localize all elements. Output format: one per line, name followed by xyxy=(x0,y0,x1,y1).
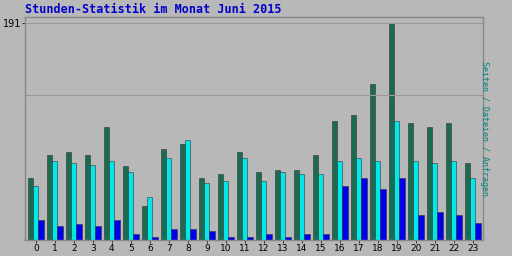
Bar xyxy=(408,123,413,240)
Bar xyxy=(228,237,234,240)
Bar xyxy=(351,115,356,240)
Bar xyxy=(451,161,456,240)
Bar xyxy=(85,155,90,240)
Bar xyxy=(38,220,44,240)
Bar xyxy=(470,178,476,240)
Bar xyxy=(71,163,76,240)
Bar xyxy=(147,197,153,240)
Bar xyxy=(185,140,190,240)
Bar xyxy=(275,170,280,240)
Bar xyxy=(343,186,348,240)
Bar xyxy=(66,152,71,240)
Bar xyxy=(294,170,299,240)
Bar xyxy=(280,172,285,240)
Bar xyxy=(28,178,33,240)
Bar xyxy=(370,83,375,240)
Bar xyxy=(47,155,52,240)
Bar xyxy=(318,174,324,240)
Bar xyxy=(380,189,386,240)
Bar xyxy=(172,229,177,240)
Bar xyxy=(313,155,318,240)
Bar xyxy=(104,127,109,240)
Bar xyxy=(446,123,451,240)
Bar xyxy=(394,121,399,240)
Bar xyxy=(305,234,310,240)
Bar xyxy=(199,178,204,240)
Bar xyxy=(76,224,82,240)
Bar xyxy=(218,174,223,240)
Bar xyxy=(95,227,101,240)
Bar xyxy=(266,234,272,240)
Bar xyxy=(114,220,120,240)
Bar xyxy=(456,215,462,240)
Bar xyxy=(361,178,367,240)
Text: Stunden-Statistik im Monat Juni 2015: Stunden-Statistik im Monat Juni 2015 xyxy=(25,3,282,16)
Bar xyxy=(413,161,418,240)
Bar xyxy=(52,161,57,240)
Bar xyxy=(247,237,253,240)
Bar xyxy=(204,183,209,240)
Bar xyxy=(57,227,63,240)
Bar xyxy=(261,181,266,240)
Bar xyxy=(299,174,305,240)
Bar xyxy=(375,161,380,240)
Bar xyxy=(190,229,196,240)
Bar xyxy=(324,234,329,240)
Bar xyxy=(153,237,158,240)
Bar xyxy=(161,149,166,240)
Bar xyxy=(476,223,481,240)
Bar xyxy=(332,121,337,240)
Bar xyxy=(134,234,139,240)
Bar xyxy=(166,158,172,240)
Bar xyxy=(418,215,424,240)
Bar xyxy=(432,163,437,240)
Bar xyxy=(123,166,128,240)
Y-axis label: Seiten / Dateien / Anfragen: Seiten / Dateien / Anfragen xyxy=(480,61,489,196)
Bar xyxy=(399,178,404,240)
Bar xyxy=(109,161,114,240)
Bar xyxy=(223,181,228,240)
Bar xyxy=(128,172,134,240)
Bar xyxy=(437,212,443,240)
Bar xyxy=(180,144,185,240)
Bar xyxy=(237,152,242,240)
Bar xyxy=(90,165,95,240)
Bar xyxy=(142,206,147,240)
Bar xyxy=(465,163,470,240)
Bar xyxy=(337,161,343,240)
Bar xyxy=(256,172,261,240)
Bar xyxy=(356,158,361,240)
Bar xyxy=(33,186,38,240)
Bar xyxy=(242,158,247,240)
Bar xyxy=(285,237,291,240)
Bar xyxy=(209,231,215,240)
Bar xyxy=(427,127,432,240)
Bar xyxy=(389,24,394,240)
